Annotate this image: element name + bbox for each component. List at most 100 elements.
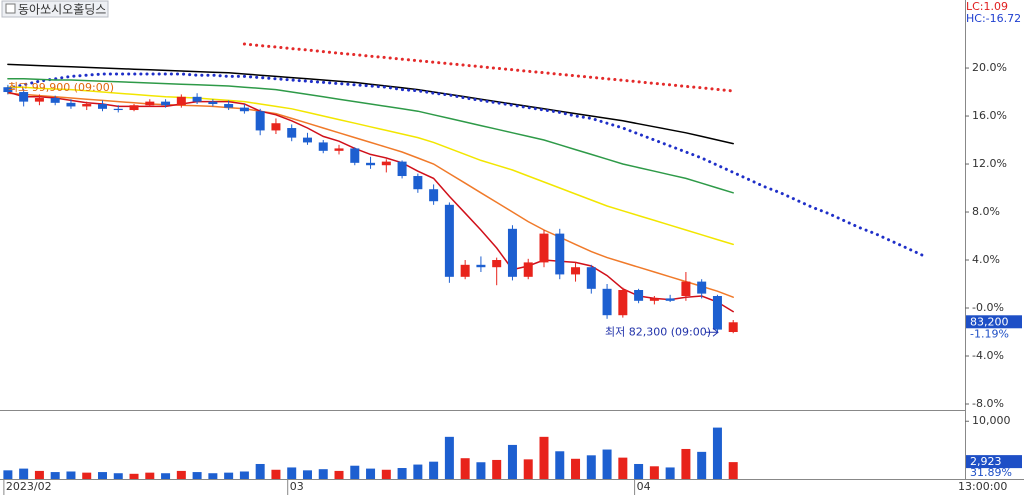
title-box[interactable] (1, 0, 109, 18)
y-tick-label: 10,000 (972, 414, 1011, 427)
volume-bar (381, 469, 391, 479)
y-tick-label: 16.0% (972, 109, 1007, 122)
volume-bar (507, 444, 517, 479)
volume-bar (429, 461, 439, 479)
volume-bar (302, 470, 312, 479)
volume-bar (97, 472, 107, 479)
candle-body (350, 148, 360, 163)
candle-body (618, 290, 628, 316)
candle-body (145, 101, 155, 106)
time-label: 13:00:00 (958, 480, 1007, 493)
candle-body (555, 233, 565, 275)
volume-bar (224, 472, 234, 479)
volume-bar (3, 470, 13, 479)
title-icon[interactable] (5, 3, 16, 14)
moving-average-line (7, 63, 734, 145)
volume-bar (145, 472, 155, 479)
candle-body (50, 98, 60, 103)
candle-body (255, 111, 265, 131)
candle-body (634, 290, 644, 301)
hc-label: HC:-16.72 (966, 12, 1021, 25)
volume-bar (287, 467, 297, 479)
change-label: -1.19% (970, 327, 1009, 340)
candle-body (381, 161, 391, 166)
x-tick-label: 04 (637, 480, 651, 493)
candle-body (302, 137, 312, 143)
y-tick-label: -4.0% (972, 349, 1004, 362)
volume-bar (82, 472, 92, 479)
y-tick-label: 8.0% (972, 205, 1000, 218)
volume-bar (113, 473, 123, 479)
volume-bar (334, 470, 344, 479)
volume-bar (34, 470, 44, 479)
y-tick-label: 12.0% (972, 157, 1007, 170)
volume-bar (681, 448, 691, 479)
volume-bar (366, 468, 376, 479)
volume-bar (649, 466, 659, 479)
moving-average-line (6, 72, 924, 257)
candle-body (34, 98, 44, 102)
candle-body (507, 228, 517, 277)
low-arrow (706, 327, 719, 337)
volume-bar (239, 471, 249, 479)
candle-body (66, 102, 76, 107)
volume-bar (618, 457, 628, 479)
chart-title: 동아쏘시오홀딩스 (18, 3, 106, 17)
volume-bar (665, 467, 675, 479)
volume-ratio-label: 31.89% (970, 466, 1012, 479)
candle-body (161, 101, 171, 106)
y-tick-label: 20.0% (972, 61, 1007, 74)
volume-bar (444, 436, 454, 479)
volume-bar (19, 468, 29, 479)
volume-bar (460, 458, 470, 479)
volume-bar (634, 463, 644, 479)
candle-body (192, 96, 202, 102)
candle-body (460, 264, 470, 277)
y-tick-label: -8.0% (972, 397, 1004, 410)
candle-body (271, 123, 281, 131)
moving-average-line (7, 86, 734, 246)
candle-body (523, 262, 533, 277)
volume-bar (50, 472, 60, 479)
volume-bar (318, 469, 328, 479)
candle-body (571, 267, 581, 275)
volume-bar (255, 463, 265, 479)
volume-bar (413, 464, 423, 479)
moving-average-line (7, 91, 734, 313)
volume-bar (697, 451, 707, 479)
volume-bar (523, 459, 533, 479)
candle-body (539, 233, 549, 263)
volume-bar (555, 451, 565, 479)
volume-bar (66, 471, 76, 479)
candle-body (224, 104, 234, 108)
volume-bar (712, 427, 722, 479)
x-tick-label: 2023/02 (6, 480, 52, 493)
volume-bar (539, 436, 549, 479)
volume-bar (271, 469, 281, 479)
candle-body (681, 281, 691, 297)
y-tick-label: -0.0% (972, 301, 1004, 314)
candle-body (397, 161, 407, 177)
candle-body (176, 96, 186, 106)
candle-body (429, 189, 439, 202)
candle-body (728, 322, 738, 333)
candle-body (366, 162, 376, 166)
candle-body (586, 267, 596, 289)
volume-bar (192, 472, 202, 479)
high-annotation: 최고 99,900 (09:00) (8, 81, 114, 94)
volume-bar (586, 455, 596, 479)
volume-bar (492, 459, 502, 479)
candle-body (287, 128, 297, 138)
volume-box (966, 455, 1022, 469)
candle-body (665, 298, 675, 301)
candle-body (239, 107, 249, 112)
volume-bar (176, 470, 186, 479)
candle-body (476, 264, 486, 268)
candle-body (97, 104, 107, 109)
volume-bar (129, 473, 139, 479)
lc-label: LC:1.09 (966, 0, 1008, 13)
volume-bar (728, 462, 738, 479)
candle-body (712, 296, 722, 330)
volume-bar (161, 473, 171, 479)
